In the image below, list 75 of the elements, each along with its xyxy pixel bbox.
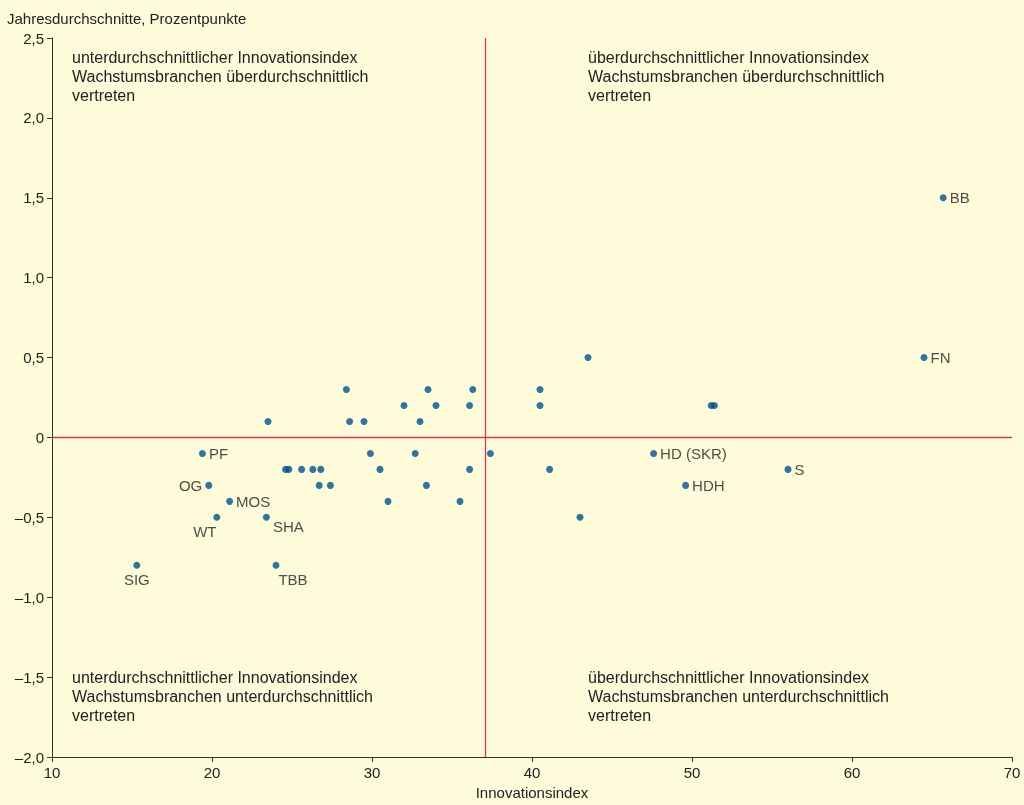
- point: [384, 497, 392, 505]
- point: [346, 417, 354, 425]
- point: [376, 465, 384, 473]
- point: [536, 401, 544, 409]
- y-tick-label: 1,0: [23, 269, 44, 287]
- point: [536, 386, 544, 394]
- data-label: PF: [208, 444, 229, 462]
- annotation: überdurchschnittlicher Innovationsindex Wachstumsbranchen überdurchschnittlich vertreten: [588, 49, 885, 104]
- y-tick-label: –2,0: [14, 748, 44, 766]
- x-tick-label: 50: [683, 764, 701, 781]
- y-tick-label: 2,0: [23, 109, 44, 127]
- point: [198, 449, 206, 457]
- point: [309, 465, 317, 473]
- y-tick-label: 0: [35, 428, 44, 446]
- y-tick-label: 1,5: [23, 189, 44, 207]
- point: [226, 497, 234, 505]
- point: [576, 513, 584, 521]
- point: [784, 465, 792, 473]
- data-label: OG: [178, 476, 203, 494]
- data-label: HD (SKR): [660, 444, 727, 462]
- annotation: überdurchschnittlicher Innovationsindex Wachstumsbranchen unterdurchschnittlich vertreten: [588, 669, 889, 724]
- point: [366, 449, 374, 457]
- point: [272, 561, 280, 569]
- point: [213, 513, 221, 521]
- point: [205, 481, 213, 489]
- point: [360, 417, 368, 425]
- point: [546, 465, 554, 473]
- y-tick-label: –1,0: [14, 588, 44, 606]
- x-axis-title: Innovationsindex: [475, 783, 589, 801]
- data-label: TBB: [278, 570, 308, 588]
- data-label: BB: [949, 189, 970, 207]
- data-label: FN: [930, 349, 951, 367]
- data-label: HDH: [692, 476, 725, 494]
- point: [486, 449, 494, 457]
- point: [424, 386, 432, 394]
- point: [456, 497, 464, 505]
- x-tick-label: 40: [523, 764, 541, 781]
- point: [920, 354, 928, 362]
- data-label: SHA: [272, 517, 304, 535]
- y-tick-label: 2,5: [23, 29, 44, 47]
- y-tick-label: –1,5: [14, 668, 44, 686]
- point: [584, 354, 592, 362]
- point: [466, 465, 474, 473]
- x-tick-label: 30: [363, 764, 381, 781]
- point: [939, 194, 947, 202]
- x-tick-label: 10: [43, 764, 61, 781]
- point: [342, 386, 350, 394]
- point: [326, 481, 334, 489]
- point: [411, 449, 419, 457]
- point: [682, 481, 690, 489]
- point: [315, 481, 323, 489]
- point: [133, 561, 141, 569]
- y-tick-label: 0,5: [23, 349, 44, 367]
- data-label: SIG: [123, 570, 150, 588]
- x-tick-label: 60: [843, 764, 861, 781]
- x-tick-label: 20: [203, 764, 221, 781]
- point: [298, 465, 306, 473]
- annotation: unterdurchschnittlicher Innovationsindex Wachstumsbranchen überdurchschnittlich vertreten: [72, 49, 369, 104]
- point: [262, 513, 270, 521]
- data-label: S: [794, 460, 805, 478]
- point: [469, 386, 477, 394]
- point: [422, 481, 430, 489]
- x-tick-label: 70: [1003, 764, 1021, 781]
- data-label: WT: [193, 522, 217, 540]
- point: [432, 401, 440, 409]
- point: [400, 401, 408, 409]
- point: [317, 465, 325, 473]
- y-tick-label: –0,5: [14, 508, 44, 526]
- data-label: MOS: [236, 492, 271, 510]
- point: [466, 401, 474, 409]
- annotation: unterdurchschnittlicher Innovationsindex Wachstumsbranchen unterdurchschnittlich vertreten: [72, 669, 373, 724]
- point: [264, 417, 272, 425]
- point: [650, 449, 658, 457]
- y-axis-title: Jahresdurchschnitte, Prozentpunkte: [7, 10, 247, 27]
- point: [416, 417, 424, 425]
